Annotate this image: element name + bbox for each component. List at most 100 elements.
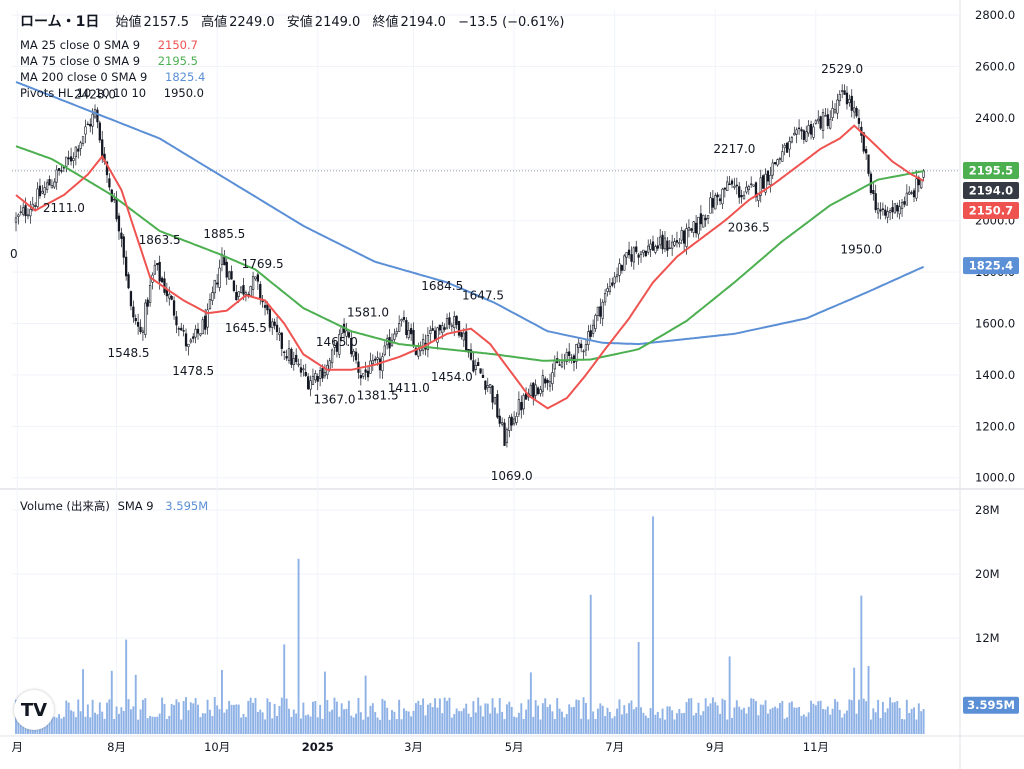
indicator-ma25[interactable]: MA 25 close 0 SMA 9 2150.7 xyxy=(20,37,204,53)
candle-body xyxy=(534,384,537,396)
volume-bar xyxy=(405,710,408,734)
volume-bar xyxy=(161,697,164,734)
volume-bar xyxy=(101,711,104,734)
candle-body xyxy=(635,246,638,253)
volume-bar xyxy=(776,708,779,734)
candle-body xyxy=(242,285,245,295)
volume-bar xyxy=(307,714,310,734)
volume-bar xyxy=(53,716,56,734)
candle-body xyxy=(515,416,518,423)
volume-bar xyxy=(798,706,801,734)
candle-body xyxy=(175,316,178,326)
candle-body xyxy=(776,159,779,166)
volume-bar xyxy=(527,699,530,734)
open-value: 2157.5 xyxy=(143,15,189,30)
volume-bar xyxy=(127,699,130,734)
tradingview-logo[interactable]: TV xyxy=(14,690,54,730)
candle-body xyxy=(204,315,207,330)
candle-body xyxy=(671,241,674,249)
volume-bar xyxy=(819,700,822,734)
volume-bar xyxy=(604,716,607,734)
candle-body xyxy=(716,194,719,198)
price-badge xyxy=(963,257,1019,275)
time-tick-label: 8月 xyxy=(107,740,126,754)
pivot-label-cut: 0 xyxy=(10,247,18,261)
candle-body xyxy=(189,339,192,343)
candle-body xyxy=(723,187,726,190)
candle-body xyxy=(129,291,133,307)
volume-bar xyxy=(764,700,767,734)
candle-body xyxy=(120,232,123,239)
volume-bar xyxy=(874,712,877,734)
ma25-line xyxy=(15,124,925,410)
volume-bar xyxy=(144,698,147,734)
volume-bar xyxy=(910,708,913,734)
candle-body xyxy=(292,358,295,365)
volume-bar xyxy=(220,670,223,734)
volume-bar xyxy=(537,705,540,734)
candle-body xyxy=(196,328,200,334)
candle-body xyxy=(395,331,398,335)
volume-legend[interactable]: Volume (出来高) SMA 9 3.595M xyxy=(20,498,208,514)
volume-bar xyxy=(309,716,312,734)
volume-bars xyxy=(15,516,925,734)
candle-body xyxy=(625,252,628,258)
volume-bar xyxy=(163,703,166,734)
volume-bar xyxy=(915,719,918,734)
low-label: 安値 xyxy=(286,15,313,30)
volume-bar xyxy=(551,711,554,734)
indicator-ma75[interactable]: MA 75 close 0 SMA 9 2195.5 xyxy=(20,53,204,69)
volume-bar xyxy=(340,703,343,734)
volume-bar xyxy=(108,699,111,734)
indicator-ma200[interactable]: MA 200 close 0 SMA 9 1825.4 xyxy=(20,69,211,85)
candle-body xyxy=(237,291,240,297)
candle-body xyxy=(400,319,403,322)
candle-body xyxy=(797,127,801,130)
price-badges: 2195.5 2194.0 2150.7 1825.4 3.595M xyxy=(963,161,1019,714)
candle-body xyxy=(285,356,288,359)
volume-bar xyxy=(477,697,480,734)
volume-bar xyxy=(762,704,765,734)
volume-bar xyxy=(357,697,360,734)
volume-bar xyxy=(67,702,70,734)
volume-bar xyxy=(79,711,82,734)
candle-body xyxy=(630,254,633,262)
candle-body xyxy=(218,267,221,288)
candle-body xyxy=(443,327,446,330)
candle-body xyxy=(893,203,897,214)
volume-bar xyxy=(831,708,834,734)
volume-bar xyxy=(723,700,726,734)
volume-bar xyxy=(261,712,264,734)
price-tick-label: 1400.0 xyxy=(975,368,1015,382)
candle-body xyxy=(160,277,164,283)
candle-body xyxy=(311,375,315,385)
volume-bar xyxy=(134,674,137,734)
volume-bar xyxy=(467,713,470,734)
candle-body xyxy=(520,402,523,411)
indicator-pivots[interactable]: Pivots HL 10 10 10 10 1950.0 xyxy=(20,85,210,101)
candle-body xyxy=(824,115,827,117)
volume-bar xyxy=(510,706,513,734)
candle-body xyxy=(692,221,695,233)
symbol-title[interactable]: ローム・1日 xyxy=(20,14,100,30)
candle-body xyxy=(900,202,904,209)
pivot-label: 1647.5 xyxy=(462,288,504,302)
volume-bar xyxy=(652,516,654,734)
pivot-label: 1454.0 xyxy=(431,370,473,384)
volume-bar xyxy=(177,702,180,734)
candle-body xyxy=(769,174,772,186)
volume-bar xyxy=(709,703,712,734)
candle-body xyxy=(606,288,609,292)
candle-body xyxy=(139,326,142,333)
candle-body xyxy=(486,385,489,388)
candle-body xyxy=(560,361,564,368)
candle-body xyxy=(532,382,535,399)
candle-body xyxy=(867,154,870,174)
candle-body xyxy=(568,351,571,356)
volume-bar xyxy=(448,697,451,734)
candle-body xyxy=(618,263,621,276)
volume-bar xyxy=(91,699,94,734)
candle-body xyxy=(268,309,271,328)
candle-body xyxy=(807,125,810,134)
